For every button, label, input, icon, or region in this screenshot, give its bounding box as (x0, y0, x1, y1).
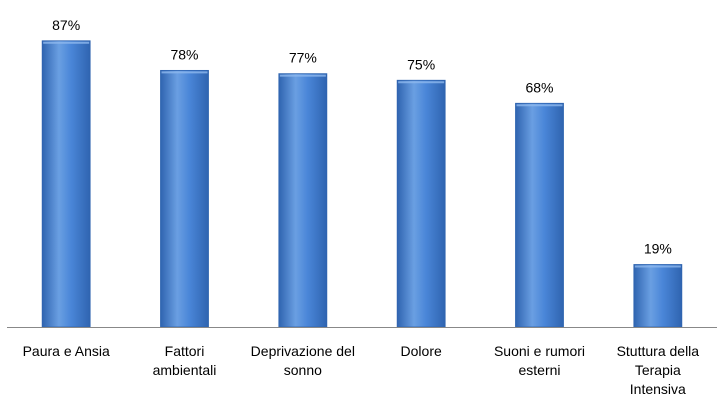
x-tick-label: Dolore (401, 343, 442, 359)
bar-top-highlight (634, 265, 681, 268)
x-tick-label: ambientali (153, 362, 217, 378)
bar (633, 264, 683, 328)
bars-group (41, 40, 683, 328)
x-tick-label: Suoni e rumori (494, 343, 585, 359)
data-label: 87% (52, 17, 80, 33)
x-tick-label: Paura e Ansia (23, 343, 110, 359)
x-tick-label: Terapia (635, 362, 681, 378)
category-labels-group: Paura e Ansia Fattori ambientali Deprivazio… (23, 343, 700, 397)
x-tick-label: Deprivazione del (251, 343, 355, 359)
bar-top-highlight (516, 104, 563, 107)
data-label: 75% (407, 56, 435, 72)
x-tick-label: Intensiva (630, 381, 686, 397)
x-tick-label: Stuttura della (617, 343, 700, 359)
x-tick-label: Fattori (165, 343, 205, 359)
bar (515, 102, 564, 328)
data-label: 68% (525, 79, 553, 95)
value-labels-group: 87% 78% 77% 75% 68% 19% (52, 17, 672, 257)
data-label: 78% (170, 46, 198, 62)
data-label: 19% (644, 240, 672, 256)
data-label: 77% (289, 50, 317, 66)
x-tick-label: sonno (284, 362, 322, 378)
bar-top-highlight (279, 74, 326, 77)
bar (278, 73, 328, 328)
bar-top-highlight (43, 41, 90, 44)
bar (160, 69, 209, 328)
bar-top-highlight (398, 81, 445, 84)
x-tick-label: esterni (518, 362, 560, 378)
bar-top-highlight (161, 71, 208, 74)
bar (41, 40, 91, 328)
bar (396, 79, 446, 328)
